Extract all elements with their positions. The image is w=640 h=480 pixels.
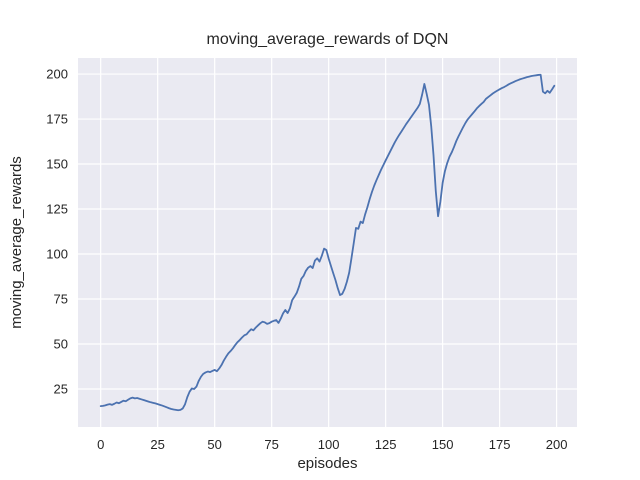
- chart-title: moving_average_rewards of DQN: [207, 31, 449, 48]
- plot-area-background: [78, 58, 577, 427]
- y-tick-label: 50: [54, 337, 68, 352]
- y-tick-label: 75: [54, 292, 68, 307]
- x-tick-label: 150: [432, 437, 454, 452]
- x-tick-label: 75: [264, 437, 278, 452]
- y-tick-label: 200: [46, 67, 68, 82]
- x-axis-label: episodes: [297, 455, 357, 472]
- x-tick-label: 100: [318, 437, 340, 452]
- x-tick-label: 200: [546, 437, 568, 452]
- x-tick-label: 0: [97, 437, 104, 452]
- x-tick-label: 25: [150, 437, 164, 452]
- tick-layer: 0 25 50 75 100 125 150 175 200 25 50 75 100 125 150 175…: [46, 67, 567, 452]
- y-tick-label: 100: [46, 247, 68, 262]
- y-tick-label: 25: [54, 381, 68, 396]
- x-tick-label: 50: [207, 437, 221, 452]
- y-tick-label: 150: [46, 157, 68, 172]
- y-tick-label: 125: [46, 202, 68, 217]
- series-line: [99, 73, 556, 412]
- series-layer: [99, 73, 556, 412]
- x-tick-label: 125: [375, 437, 397, 452]
- y-tick-label: 175: [46, 112, 68, 127]
- y-axis-label: moving_average_rewards: [8, 156, 25, 329]
- x-tick-label: 175: [489, 437, 511, 452]
